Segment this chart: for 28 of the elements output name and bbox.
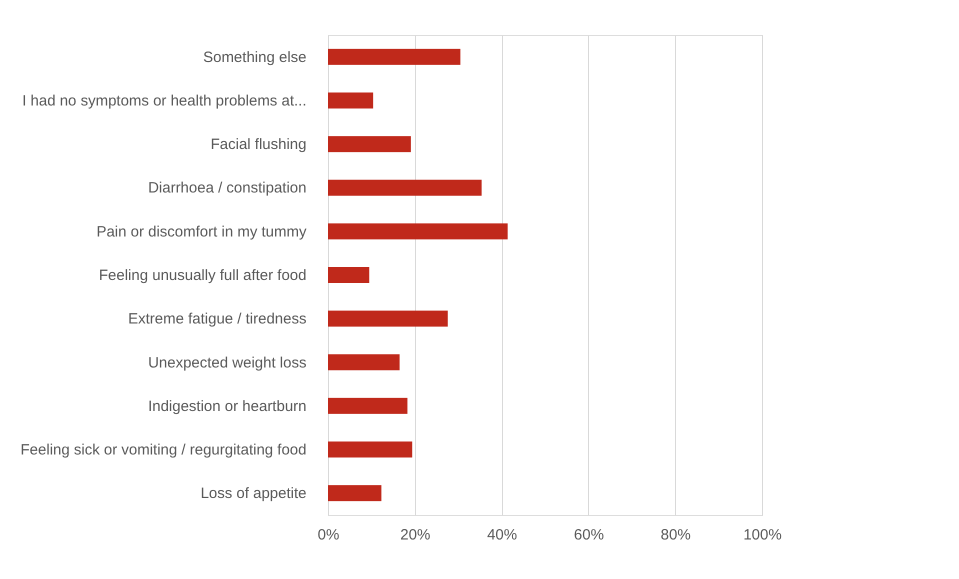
bar xyxy=(328,48,460,65)
bar xyxy=(328,485,382,502)
x-tick-label: 100% xyxy=(743,526,782,544)
bar xyxy=(328,180,482,196)
bar xyxy=(328,136,411,152)
y-tick-label: Diarrhoea / constipation xyxy=(148,180,306,197)
y-tick-label: Feeling unusually full after food xyxy=(98,267,306,284)
y-tick-label: Loss of appetite xyxy=(200,485,306,502)
x-tick-label: 40% xyxy=(487,526,518,544)
x-tick-label: 60% xyxy=(574,526,604,544)
y-tick-label: Indigestion or heartburn xyxy=(148,398,306,415)
y-tick-label: Extreme fatigue / tiredness xyxy=(128,310,306,328)
y-tick-label: Something else xyxy=(203,48,306,66)
y-tick-label: Facial flushing xyxy=(210,136,306,154)
bar xyxy=(328,267,370,283)
y-tick-label: Unexpected weight loss xyxy=(148,354,306,372)
y-tick-label: Pain or discomfort in my tummy xyxy=(96,223,307,240)
x-tick-label: 0% xyxy=(318,526,340,544)
y-tick-label: Feeling sick or vomiting / regurgitating food xyxy=(20,442,306,459)
bar xyxy=(328,354,400,370)
bar xyxy=(328,310,448,327)
x-tick-label: 80% xyxy=(660,526,691,544)
bar xyxy=(328,92,374,108)
y-tick-label: I had no symptoms or health problems at... xyxy=(22,92,306,110)
bar xyxy=(328,442,412,458)
bar xyxy=(328,398,408,414)
x-tick-label: 20% xyxy=(400,526,430,544)
bar xyxy=(328,223,508,240)
